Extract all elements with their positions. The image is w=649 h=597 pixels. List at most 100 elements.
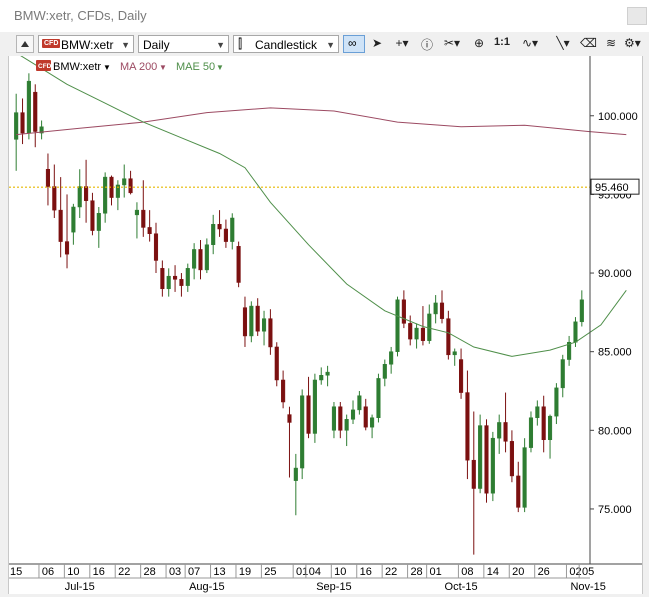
trendline-icon[interactable]: ╲▾ (556, 36, 570, 50)
candle-body (153, 233, 159, 261)
symbol-combo[interactable]: CFD BMW:xetr ▼ (38, 35, 134, 53)
drawing-erase-icon[interactable]: ✂▾ (443, 36, 461, 50)
candle-body (217, 224, 222, 230)
candle (478, 414, 483, 494)
candle (465, 370, 470, 480)
candle (141, 180, 146, 237)
candle (166, 268, 171, 297)
interval-combo[interactable]: Daily ▼ (138, 35, 229, 53)
candle-body (567, 341, 572, 360)
candle-body (58, 209, 63, 242)
cfd-badge (36, 60, 51, 71)
x-tick-label: 22 (118, 566, 130, 578)
candle-body (312, 379, 317, 434)
candle-body (293, 467, 298, 481)
legend-mae50[interactable]: MAE 50 (176, 61, 215, 73)
x-tick-label: 07 (188, 566, 200, 578)
candle (535, 400, 540, 426)
candle-body (459, 359, 464, 393)
candle-body (573, 321, 578, 343)
candle-body (230, 217, 235, 242)
x-tick-label: 10 (67, 566, 79, 578)
x-tick-label: 06 (42, 566, 54, 578)
overlay-lines (9, 52, 627, 357)
candle-body (274, 346, 279, 381)
candle-body (541, 406, 546, 441)
link-toggle-button[interactable]: ∞ (343, 35, 365, 53)
candle-body (96, 213, 101, 231)
x-tick-label: 25 (264, 566, 276, 578)
candle (509, 430, 514, 483)
x-tick-label: 05 (582, 566, 594, 578)
chevron-down-icon[interactable]: ▼ (159, 63, 167, 72)
chart-style-combo[interactable]: ⫿ Candlestick ▼ (233, 35, 339, 53)
candle-body (357, 395, 362, 411)
candlestick-chart[interactable]: 100.00095.00090.00085.00080.00075.00095.… (6, 52, 642, 594)
chevron-down-icon[interactable]: ▼ (216, 63, 224, 72)
candle-body (45, 168, 51, 187)
zoom-icon[interactable]: ⊕ (473, 36, 485, 50)
candle-body (147, 227, 152, 234)
candle (306, 376, 311, 439)
candle-body (528, 417, 534, 448)
candle-body (414, 327, 419, 340)
x-tick-label: 02 (569, 566, 581, 578)
x-tick-label: 13 (213, 566, 225, 578)
crosshair-icon[interactable]: +▾ (395, 36, 409, 50)
candle (382, 359, 387, 387)
candle-body (331, 406, 337, 431)
candle (249, 301, 254, 343)
candle-body (281, 379, 286, 403)
x-tick-label: 26 (538, 566, 550, 578)
ratio-button[interactable]: 1:1 (494, 36, 510, 48)
candle-body (287, 414, 292, 423)
candle (395, 296, 400, 357)
month-label: Oct-15 (445, 581, 478, 593)
chevron-down-icon: ▼ (121, 40, 130, 50)
maximize-button[interactable] (627, 7, 647, 25)
collapse-toolbar-button[interactable] (16, 35, 34, 53)
settings-icon[interactable]: ⚙▾ (624, 36, 641, 50)
eraser-icon[interactable]: ⌫ (580, 36, 597, 50)
candle (103, 172, 108, 223)
candle-body (439, 302, 445, 319)
candle (579, 290, 584, 327)
info-icon[interactable]: ⓘ (420, 38, 433, 52)
candle-body (389, 351, 394, 365)
candle (179, 273, 184, 297)
chevron-down-icon[interactable]: ▼ (103, 63, 111, 72)
chevron-down-icon: ▼ (216, 40, 225, 50)
interval-value: Daily (143, 38, 170, 52)
legend-ma200[interactable]: MA 200 (120, 61, 157, 73)
candle (459, 348, 464, 399)
candle-body (338, 406, 343, 431)
legend-symbol[interactable]: BMW:xetr (53, 61, 101, 73)
candle (338, 402, 343, 439)
layers-icon[interactable]: ≋ (605, 36, 617, 50)
triangle-up-icon (21, 41, 29, 47)
candle-body (223, 228, 228, 242)
wave-indicator-icon[interactable]: ∿▾ (521, 36, 539, 50)
candle (64, 194, 70, 269)
cursor-arrow-icon[interactable]: ➤ (371, 36, 383, 50)
candle (268, 309, 273, 355)
candle-body (242, 307, 248, 337)
month-label: Jul-15 (65, 581, 95, 593)
candle-body (26, 80, 31, 134)
x-tick-label: 14 (487, 566, 499, 578)
candle-body (160, 268, 165, 290)
candle-body (20, 112, 25, 134)
candle (567, 335, 572, 366)
month-label: Nov-15 (570, 581, 605, 593)
candlestick-icon: ⫿ (238, 36, 243, 51)
candle (185, 263, 190, 292)
x-tick-label: 16 (360, 566, 372, 578)
x-tick-label: 28 (410, 566, 422, 578)
y-tick-label: 90.000 (598, 268, 632, 280)
candle (242, 296, 248, 347)
chevron-down-icon: ▼ (326, 40, 335, 50)
candle-body (64, 241, 70, 255)
candle-body (516, 475, 521, 508)
candle (153, 222, 159, 274)
candle-body (77, 186, 82, 208)
